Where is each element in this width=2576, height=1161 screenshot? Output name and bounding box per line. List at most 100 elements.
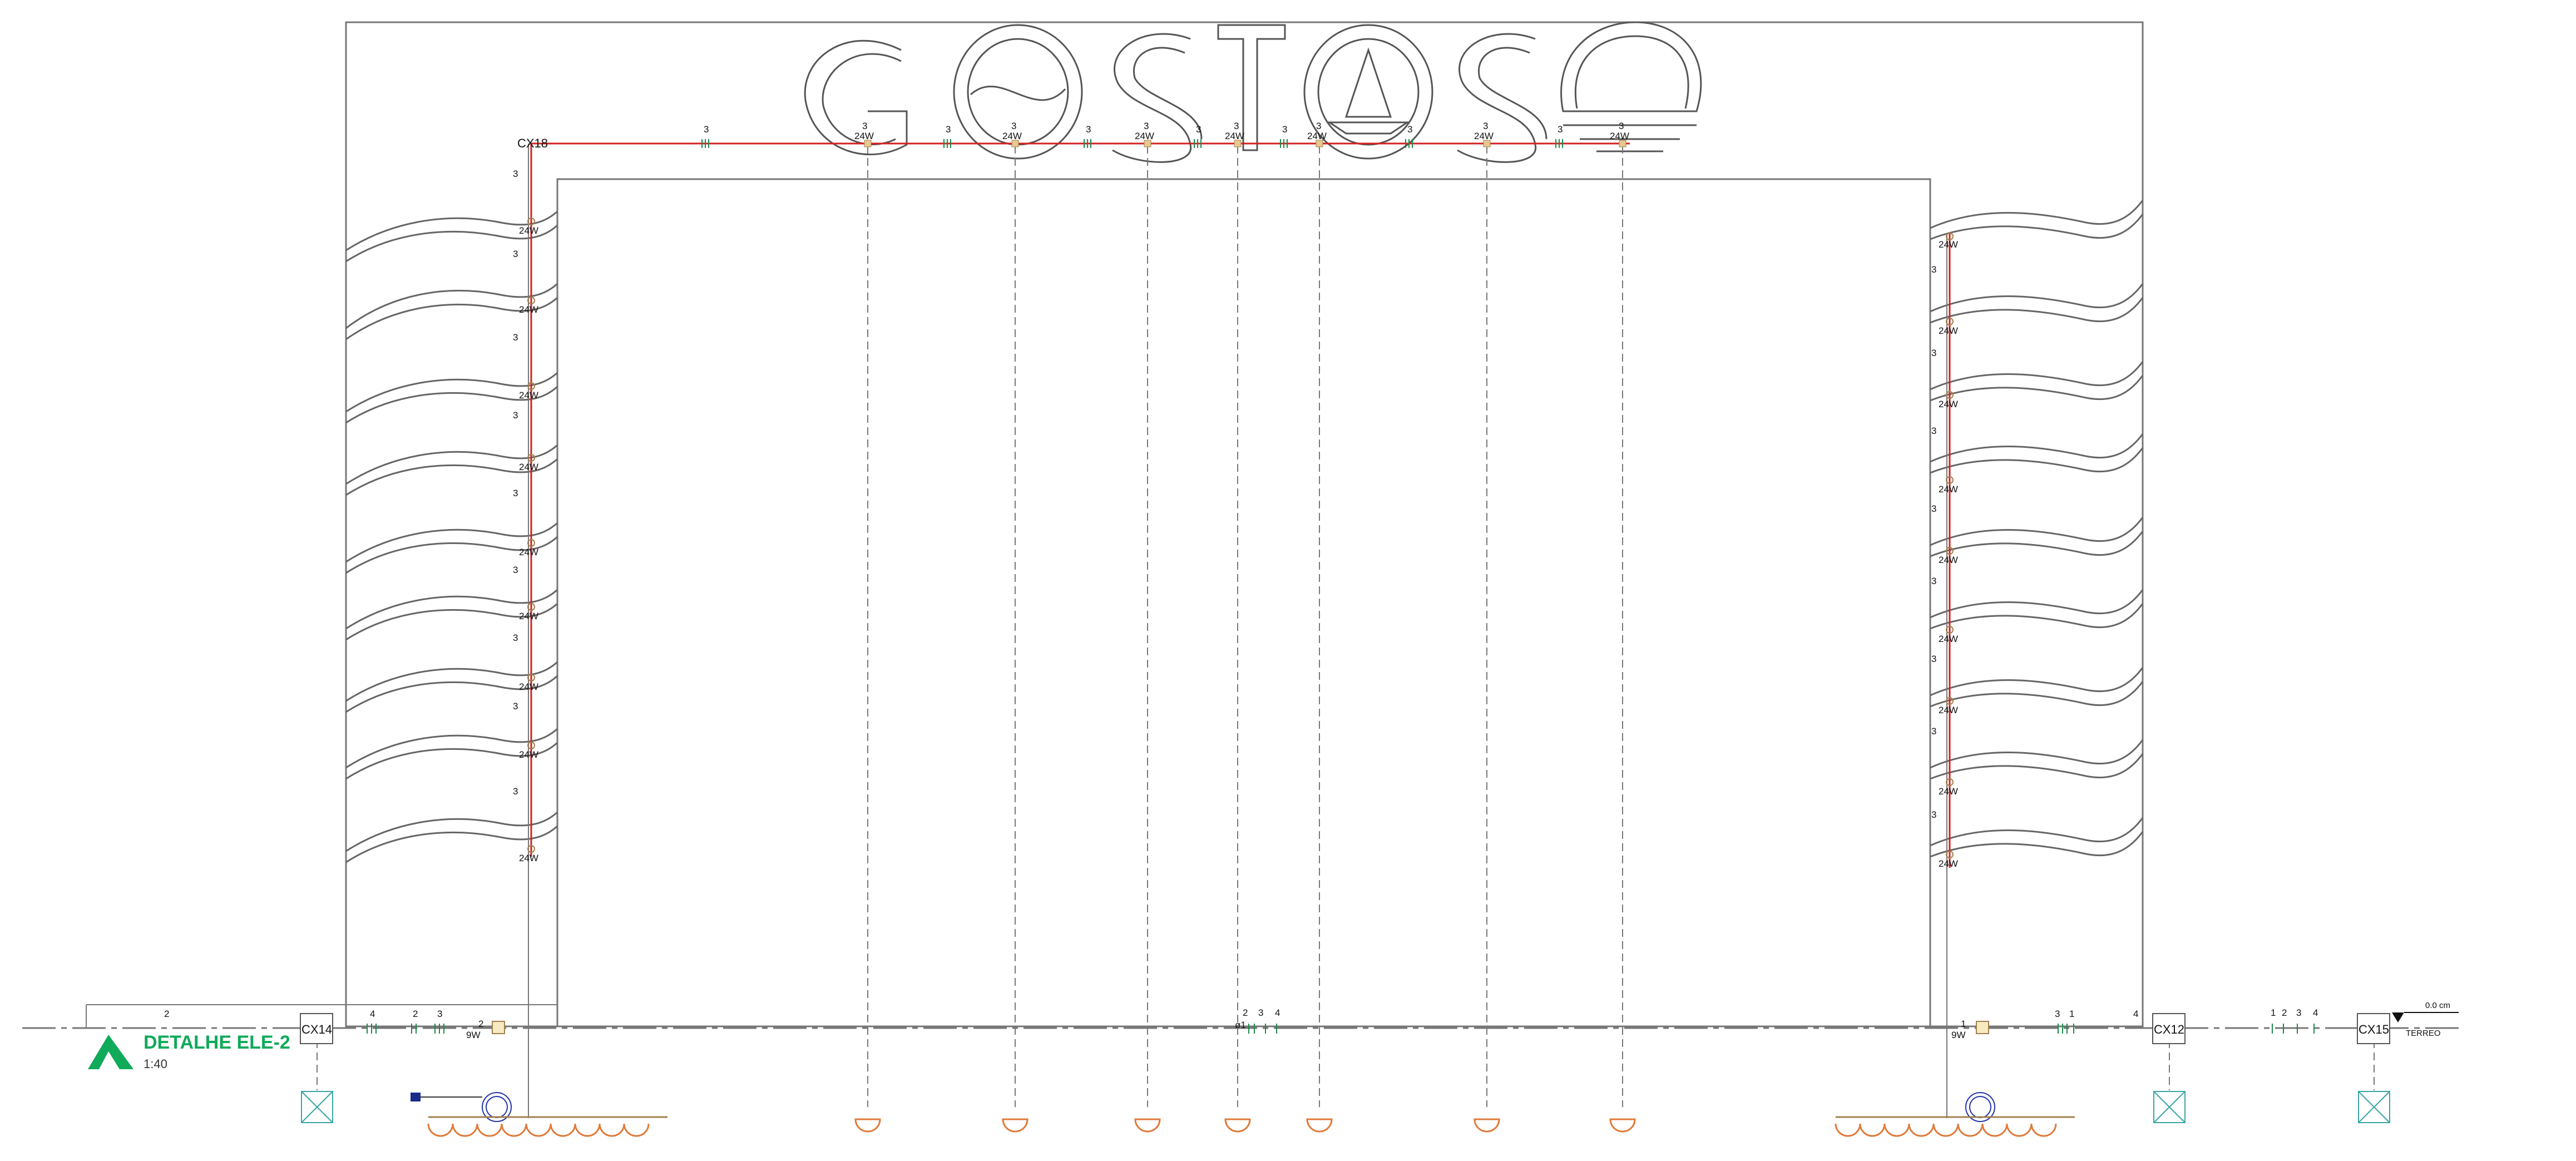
- label-power: 24W: [1002, 131, 1022, 141]
- label-phi: ø1: [1235, 1020, 1246, 1030]
- label-count: 3: [513, 633, 518, 643]
- label-count: 3: [704, 124, 709, 135]
- label-count: 3: [1931, 503, 1936, 514]
- label-power: 9W: [466, 1030, 481, 1040]
- label-count: 3: [513, 701, 518, 712]
- label-count: 3: [1619, 121, 1624, 131]
- box-label-cx14: CX14: [301, 1022, 332, 1036]
- title-block: DETALHE ELE-2 1:40: [88, 1032, 290, 1071]
- box-label-cx12: CX12: [2154, 1022, 2184, 1036]
- label-count: 2: [478, 1019, 483, 1029]
- label-power: 24W: [854, 131, 874, 141]
- bottom-lamps-left: [427, 1116, 668, 1137]
- label-count: 3: [1196, 124, 1201, 135]
- label-count: 3: [1931, 426, 1936, 436]
- label-power: 24W: [519, 681, 538, 692]
- dashed-drops: [317, 146, 2375, 1107]
- label-count: 3: [2296, 1007, 2301, 1018]
- label-count: 3: [1407, 124, 1412, 135]
- right-vertical-fixtures: [1946, 233, 1954, 858]
- label-count: 3: [1011, 121, 1016, 131]
- label-count: 4: [370, 1009, 375, 1019]
- circuit-lines: [530, 142, 1951, 868]
- box-cx15: [2357, 1013, 2390, 1044]
- label-power: 24W: [1939, 484, 1958, 495]
- label-power: 24W: [1474, 131, 1494, 141]
- label-count: 1: [2271, 1007, 2276, 1018]
- label-count: 3: [437, 1009, 442, 1019]
- label-power: 24W: [519, 547, 538, 557]
- box-label-cx18: CX18: [517, 136, 548, 150]
- level-marker: 0.0 cm TERREO: [2392, 1001, 2459, 1038]
- label-count: 2: [2282, 1007, 2287, 1018]
- label-power: 24W: [519, 853, 538, 863]
- junction-boxes: CX14 CX12 CX15: [300, 1013, 2390, 1044]
- label-count: 3: [1931, 348, 1936, 358]
- control-square: [411, 1093, 421, 1101]
- left-waves: [345, 210, 558, 863]
- sensor-rings: [417, 1092, 1995, 1122]
- label-count: 3: [2055, 1009, 2060, 1019]
- label-count: 3: [1483, 121, 1488, 131]
- bottom-lamps-center: [854, 1118, 1636, 1133]
- top-labels: 3 3 24W 3 3 24W 3 3 24W 3 3 24W 3 3 24W …: [517, 121, 1629, 150]
- label-count: 3: [513, 488, 518, 498]
- level-name: TERREO: [2406, 1029, 2441, 1038]
- label-count: 3: [1316, 121, 1321, 131]
- label-power: 24W: [1307, 131, 1327, 141]
- label-power: 24W: [1939, 705, 1958, 715]
- label-power: 24W: [1610, 131, 1629, 141]
- label-count: 2: [413, 1009, 418, 1019]
- label-count: 3: [513, 786, 518, 797]
- label-count: 1: [1961, 1019, 1966, 1029]
- switch-box-left: [492, 1021, 505, 1034]
- drawing-title: DETALHE ELE-2: [144, 1032, 290, 1053]
- label-count: 3: [1931, 264, 1936, 275]
- box-cx14: [300, 1013, 333, 1044]
- label-power: 24W: [519, 390, 538, 401]
- label-count: 3: [513, 410, 518, 421]
- label-power: 24W: [1939, 325, 1958, 336]
- top-ticks: [701, 139, 1563, 148]
- inner-opening: [556, 178, 1931, 1026]
- label-count: 3: [1931, 576, 1936, 586]
- bottom-lamps-right: [1835, 1116, 2075, 1137]
- label-power: 24W: [1939, 858, 1958, 869]
- label-power: 24W: [1939, 399, 1958, 409]
- label-count: 3: [946, 124, 951, 135]
- label-count: 3: [1558, 124, 1563, 135]
- cross-boxes: [301, 1091, 2390, 1123]
- title-logo-icon: [88, 1035, 134, 1069]
- label-count: 1: [2069, 1009, 2074, 1019]
- label-count: 2: [164, 1009, 169, 1019]
- box-cx12: [2152, 1013, 2186, 1044]
- label-count: 3: [1086, 124, 1091, 135]
- label-count: 2: [1243, 1007, 1248, 1018]
- label-count: 3: [513, 169, 518, 179]
- label-power: 9W: [1951, 1030, 1966, 1040]
- label-power: 24W: [1939, 634, 1958, 644]
- left-vertical-labels: 24W 24W 24W 24W 24W 24W 24W 24W 24W 3 3 …: [513, 169, 538, 863]
- switch-box-right: [1976, 1021, 1989, 1034]
- label-count: 3: [513, 332, 518, 343]
- label-count: 3: [1144, 121, 1149, 131]
- label-count: 3: [862, 121, 867, 131]
- level-triangle-icon: [2392, 1012, 2404, 1022]
- label-count: 3: [1258, 1007, 1263, 1018]
- box-label-cx15: CX15: [2359, 1022, 2389, 1036]
- label-count: 3: [1931, 654, 1936, 664]
- floor-labels: 2 4 2 3 2 9W 2 3 4 ø1 1 9W 3 1 4 1 2 3 4: [164, 1007, 2318, 1040]
- label-power: 24W: [519, 462, 538, 472]
- label-power: 24W: [1135, 131, 1154, 141]
- label-count: 4: [1275, 1007, 1280, 1018]
- label-power: 24W: [1939, 555, 1958, 565]
- drawing-scale: 1:40: [144, 1057, 167, 1071]
- label-power: 24W: [519, 304, 538, 315]
- label-count: 3: [1234, 121, 1239, 131]
- label-count: 4: [2313, 1007, 2318, 1018]
- outer-frame: [345, 21, 2144, 1027]
- label-power: 24W: [519, 225, 538, 236]
- label-count: 4: [2133, 1009, 2138, 1019]
- label-count: 3: [1282, 124, 1287, 135]
